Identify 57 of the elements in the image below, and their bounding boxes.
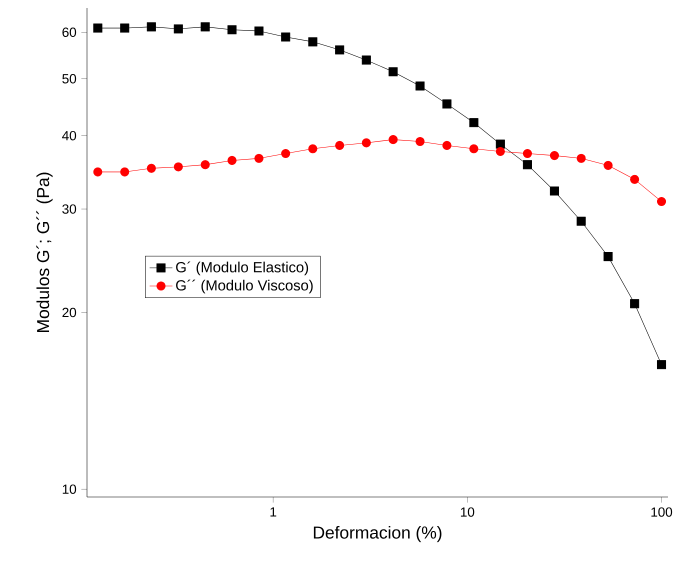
point: [604, 252, 613, 262]
point: [200, 22, 210, 32]
point: [362, 56, 371, 65]
point: [227, 25, 237, 34]
y-axis-title: Modulos G´; G´´ (Pa): [36, 172, 53, 332]
point: [362, 138, 371, 148]
point: [120, 24, 130, 33]
point: [656, 360, 666, 370]
point: [335, 140, 344, 150]
point: [254, 154, 264, 163]
y-tick-label: 10: [62, 484, 76, 494]
x-tick-label: 100: [651, 507, 672, 517]
point: [442, 99, 452, 108]
y-tick-label: 40: [62, 130, 76, 140]
point: [522, 160, 532, 170]
point: [200, 160, 210, 170]
point: [254, 26, 264, 36]
x-tick-label: 1: [270, 507, 276, 517]
point: [388, 135, 398, 144]
point: [469, 118, 478, 128]
legend-label: G´ (Modulo Elastico): [176, 261, 308, 276]
point: [281, 32, 290, 42]
point: [656, 196, 666, 206]
point: [550, 186, 559, 196]
y-tick-label: 30: [62, 204, 76, 214]
point: [120, 167, 130, 176]
point: [604, 160, 613, 170]
point: [281, 148, 290, 158]
point: [416, 81, 425, 91]
point: [335, 45, 344, 54]
point: [496, 140, 505, 149]
point: [388, 67, 398, 76]
point: [227, 156, 237, 165]
y-tick-label: 60: [62, 28, 76, 37]
point: [93, 24, 102, 33]
point: [416, 136, 425, 146]
point: [550, 151, 559, 160]
point: [174, 162, 183, 172]
point: [174, 24, 183, 34]
point: [308, 37, 318, 46]
point: [576, 154, 586, 163]
point: [576, 216, 586, 226]
point: [93, 167, 102, 176]
y-tick-label: 50: [62, 74, 76, 84]
point: [442, 140, 452, 150]
point: [522, 148, 532, 158]
point: [496, 146, 505, 156]
point: [146, 164, 156, 173]
point: [630, 174, 640, 184]
x-tick-label: 10: [460, 507, 474, 517]
point: [630, 299, 640, 308]
x-axis-title: Deformacion (%): [314, 526, 442, 542]
point: [308, 144, 318, 154]
point: [146, 22, 156, 32]
point: [469, 144, 478, 154]
legend-label: G´´ (Modulo Viscoso): [176, 280, 313, 294]
y-tick-label: 20: [62, 308, 76, 318]
